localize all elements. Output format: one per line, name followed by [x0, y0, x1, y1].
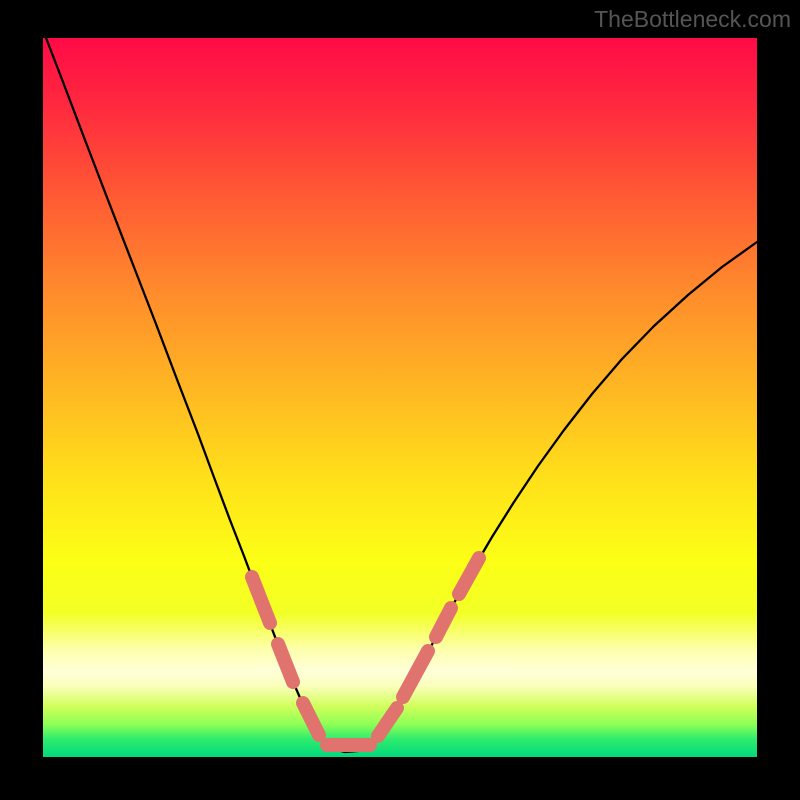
highlight-dash-1 — [278, 644, 293, 682]
chart-svg — [0, 0, 800, 800]
watermark-text: TheBottleneck.com — [594, 6, 791, 33]
bottleneck-curve — [43, 30, 757, 752]
highlight-dash-7 — [459, 558, 479, 594]
highlight-dash-5 — [403, 651, 428, 697]
highlight-dash-2 — [303, 703, 319, 735]
chart-container: TheBottleneck.com — [0, 0, 800, 800]
highlight-dash-4 — [378, 708, 397, 736]
highlight-dash-0 — [252, 577, 270, 623]
highlight-dash-6 — [436, 608, 451, 637]
